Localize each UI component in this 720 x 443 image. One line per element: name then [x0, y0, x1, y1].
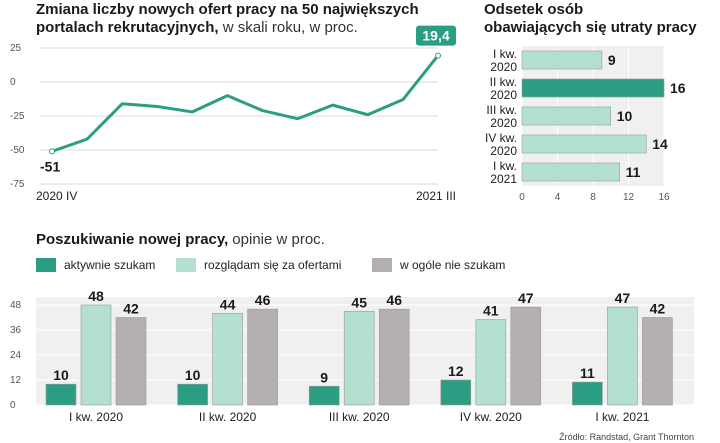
hbar-x-tick-label: 8: [590, 192, 596, 203]
grouped-value-label: 41: [483, 303, 499, 319]
legend-label: w ogóle nie szukam: [399, 258, 505, 272]
grouped-category-label: IV kw. 2020: [460, 410, 522, 424]
grouped-bar: [343, 310, 375, 406]
grouped-y-tick-label: 48: [10, 300, 22, 311]
hbar-x-tick-label: 4: [555, 192, 561, 203]
hbar-category-label: 2020: [490, 60, 517, 74]
grouped-value-label: 12: [448, 363, 464, 379]
hbar-value-label: 16: [670, 80, 686, 96]
source-note: Źródło: Randstad, Grant Thornton: [559, 432, 694, 442]
line-x-label-end: 2021 III: [416, 189, 456, 203]
grouped-bar: [607, 306, 638, 406]
hbar-bar: [521, 78, 665, 98]
grouped-value-label: 48: [88, 288, 104, 304]
grouped-category-label: I kw. 2021: [595, 410, 649, 424]
legend-swatch: [176, 258, 196, 272]
grouped-value-label: 44: [220, 296, 236, 312]
grouped-bar: [510, 306, 542, 406]
line-point: [49, 148, 55, 155]
grouped-y-tick-label: 12: [10, 375, 22, 386]
hbar-bar: [521, 134, 647, 154]
grouped-category-label: III kw. 2020: [329, 410, 390, 424]
grouped-value-label: 45: [351, 294, 367, 310]
legend-label: rozglądam się za ofertami: [204, 258, 341, 272]
hbar-chart-title-line2: obawiających się utraty pracy: [484, 19, 697, 36]
grouped-value-label: 9: [320, 369, 328, 385]
line-y-tick-label: -75: [10, 179, 25, 190]
line-y-tick-label: -25: [10, 111, 25, 122]
grouped-bar: [440, 379, 472, 406]
hbar-x-tick-label: 16: [658, 192, 670, 203]
hbar-x-tick-label: 12: [623, 192, 635, 203]
grouped-bar-chart: 48 36 24 12 0 10 48 42 I kw. 2020 10 44 46 II kw. 20…: [10, 288, 694, 424]
grouped-chart-title: Poszukiwanie nowej pracy,: [36, 231, 228, 248]
grouped-bar: [212, 313, 243, 406]
grouped-value-label: 47: [518, 290, 534, 306]
hbar-category-label: III kw.: [486, 103, 517, 117]
hbar-category-label: 2020: [490, 116, 517, 130]
hbar-chart-title-line1: Odsetek osób: [484, 1, 583, 18]
grouped-bar: [45, 383, 77, 406]
grouped-value-label: 46: [386, 292, 402, 308]
hbar-category-label: I kw.: [493, 47, 517, 61]
grouped-value-label: 11: [580, 365, 595, 381]
grouped-value-label: 42: [123, 301, 139, 317]
line-y-tick-label: 25: [10, 43, 22, 54]
hbar-bar: [521, 50, 603, 70]
legend: aktywnie szukam rozglądam się za ofertami…: [36, 258, 505, 272]
hbar-category-label: 2021: [490, 172, 517, 186]
grouped-y-tick-label: 24: [10, 350, 22, 361]
hbar-category-label: 2020: [490, 144, 517, 158]
grouped-bar: [572, 381, 603, 406]
grouped-value-label: 46: [255, 292, 271, 308]
grouped-category-label: II kw. 2020: [199, 410, 257, 424]
grouped-value-label: 10: [185, 367, 201, 383]
grouped-chart-subtitle: opinie w proc.: [232, 231, 325, 248]
line-series: [51, 54, 440, 153]
grouped-bar: [308, 385, 340, 406]
line-y-tick-label: -50: [10, 145, 25, 156]
hbar-category-label: 2020: [490, 88, 517, 102]
hbar-category-label: I kw.: [493, 159, 517, 173]
grouped-bar: [378, 308, 410, 406]
line-last-value-badge: [416, 25, 456, 46]
grouped-bar: [475, 319, 507, 406]
line-chart: 25 0 -25 -50 -75 -51 19,4 2020 IV 2021 III: [10, 25, 456, 203]
grouped-bar: [177, 383, 208, 406]
grouped-value-label: 47: [615, 290, 631, 306]
line-y-tick-label: 0: [10, 77, 16, 88]
grouped-y-tick-label: 36: [10, 325, 22, 336]
hbar-value-label: 11: [626, 164, 641, 180]
hbar-bar: [521, 162, 620, 182]
hbar-value-label: 10: [617, 108, 633, 124]
hbar-value-label: 9: [608, 52, 616, 68]
hbar-bar: [521, 106, 612, 126]
line-last-value-label: 19,4: [422, 28, 449, 44]
line-chart-subtitle: w skali roku, w proc.: [222, 19, 358, 36]
hbar-category-label: IV kw.: [485, 131, 517, 145]
hbar-x-tick-label: 0: [519, 192, 525, 203]
grouped-chart-title-row: Poszukiwanie nowej pracy, opinie w proc.: [36, 231, 325, 248]
line-chart-title: Zmiana liczby nowych ofert pracy na 50 n…: [36, 1, 419, 18]
line-x-label-start: 2020 IV: [36, 189, 77, 203]
line-chart-title-row: portalach rekrutacyjnych, w skali roku, …: [36, 19, 358, 36]
grouped-value-label: 10: [53, 367, 69, 383]
grouped-bar: [80, 304, 112, 406]
line-chart-title-line2: portalach rekrutacyjnych,: [36, 19, 223, 36]
grouped-y-tick-label: 0: [10, 400, 16, 411]
grouped-value-label: 42: [650, 301, 666, 317]
grouped-category-label: I kw. 2020: [69, 410, 123, 424]
hbar-category-label: II kw.: [490, 75, 517, 89]
grouped-bar: [247, 308, 278, 406]
hbar-value-label: 14: [652, 136, 668, 152]
line-point: [435, 52, 441, 59]
legend-swatch: [36, 258, 56, 272]
grouped-bar: [642, 317, 673, 406]
legend-swatch: [372, 258, 392, 272]
grouped-bar: [115, 317, 147, 406]
line-first-value-label: -51: [40, 158, 60, 174]
legend-label: aktywnie szukam: [64, 258, 155, 272]
